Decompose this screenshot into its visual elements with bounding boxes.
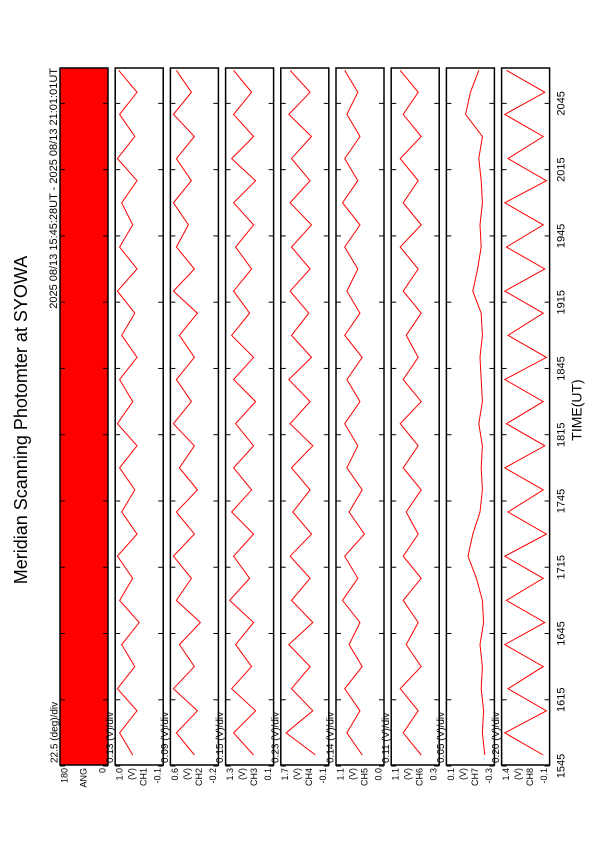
panel-scale: 22.5 (deg)/div (50, 702, 61, 763)
trace (341, 70, 366, 756)
trace (172, 70, 202, 756)
panel-frame (335, 67, 385, 766)
y-unit: (V) (347, 768, 357, 780)
panel-scale: 0.23 (V)/div (270, 712, 281, 763)
rotated-plot: Meridian Scanning Photomter at SYOWA 202… (11, 67, 585, 788)
angle-image (60, 68, 108, 765)
panel-frame (280, 67, 330, 766)
y-tick-label: 0 (97, 768, 107, 773)
y-tick-label: 0.0 (373, 768, 383, 781)
y-unit: (V) (127, 768, 137, 780)
y-axis-label: ANG (78, 768, 88, 788)
y-tick-label: 1.7 (280, 768, 290, 781)
x-tick-label: 1615 (556, 688, 568, 712)
x-axis-label: TIME(UT) (569, 379, 585, 440)
chart-title: Meridian Scanning Photomter at SYOWA (11, 256, 31, 584)
y-tick-label: -0.3 (484, 768, 494, 784)
y-tick-label: 1.4 (501, 768, 511, 781)
y-axis-label: CH7 (470, 768, 480, 786)
trace (465, 70, 486, 756)
panel-scale: 0.20 (V)/div (491, 712, 502, 763)
x-tick-label: 1945 (556, 224, 568, 248)
y-unit: (V) (292, 768, 302, 780)
panel-frame (224, 67, 275, 766)
panel-frame (445, 67, 496, 766)
panel-frame (500, 67, 551, 766)
y-tick-label: 0.1 (446, 768, 456, 781)
y-tick-label: 1.1 (335, 768, 345, 781)
trace (399, 69, 422, 756)
x-tick-label: 1915 (556, 290, 568, 314)
trace (116, 69, 140, 756)
y-tick-label: 1.1 (391, 768, 401, 781)
y-axis-label: CH2 (194, 768, 204, 786)
panel-scale: 0.13 (V)/div (105, 712, 116, 763)
y-unit: (V) (458, 768, 468, 780)
y-tick-label: -0.2 (208, 768, 218, 784)
y-tick-label: 0.3 (429, 768, 439, 781)
y-axis-label: CH6 (415, 768, 425, 786)
panel-frame (114, 67, 164, 766)
x-tick-label: 2045 (556, 91, 568, 115)
panel-frame (59, 67, 109, 766)
y-tick-label: -0.1 (318, 768, 328, 784)
y-unit: (V) (237, 768, 247, 780)
trace (285, 69, 316, 756)
y-tick-label: -0.1 (539, 768, 549, 784)
y-tick-label: -0.1 (153, 768, 163, 784)
panel-scale: 0.11 (V)/div (381, 713, 392, 763)
y-axis-label: CH5 (359, 768, 369, 786)
y-axis-label: CH8 (525, 768, 535, 786)
panel-scale: 0.09 (V)/div (160, 712, 171, 763)
x-tick-label: 1815 (556, 422, 568, 446)
panel-frame (390, 67, 440, 766)
x-tick-label: 1745 (556, 489, 568, 513)
y-tick-label: 0.1 (263, 768, 273, 781)
y-unit: (V) (403, 768, 413, 780)
x-tick-label: 1845 (556, 356, 568, 380)
trace (228, 69, 257, 756)
x-tick-label: 1715 (556, 555, 568, 579)
trace (503, 69, 548, 756)
y-unit: (V) (182, 768, 192, 780)
panel-scale: 0.05 (V)/div (436, 712, 447, 763)
panel-scale: 0.15 (V)/div (215, 712, 226, 763)
y-axis-label: CH3 (249, 768, 259, 786)
y-tick-label: 0.6 (170, 768, 180, 781)
panel-scale: 0.14 (V)/div (326, 712, 337, 763)
y-tick-label: 1.3 (225, 768, 235, 781)
y-tick-label: 1.0 (115, 768, 125, 781)
panel-frame (169, 67, 220, 766)
y-axis-label: CH1 (139, 768, 149, 786)
y-axis-label: CH4 (304, 768, 314, 786)
chart-subtitle: 2025 08/13 15:45:28UT - 2025 08/13 21:01… (48, 68, 60, 309)
x-tick-label: 1645 (556, 621, 568, 645)
x-tick-label: 2015 (556, 157, 568, 181)
x-tick-label: 1545 (556, 754, 568, 778)
y-unit: (V) (513, 768, 523, 780)
y-tick-label: 180 (59, 768, 69, 783)
